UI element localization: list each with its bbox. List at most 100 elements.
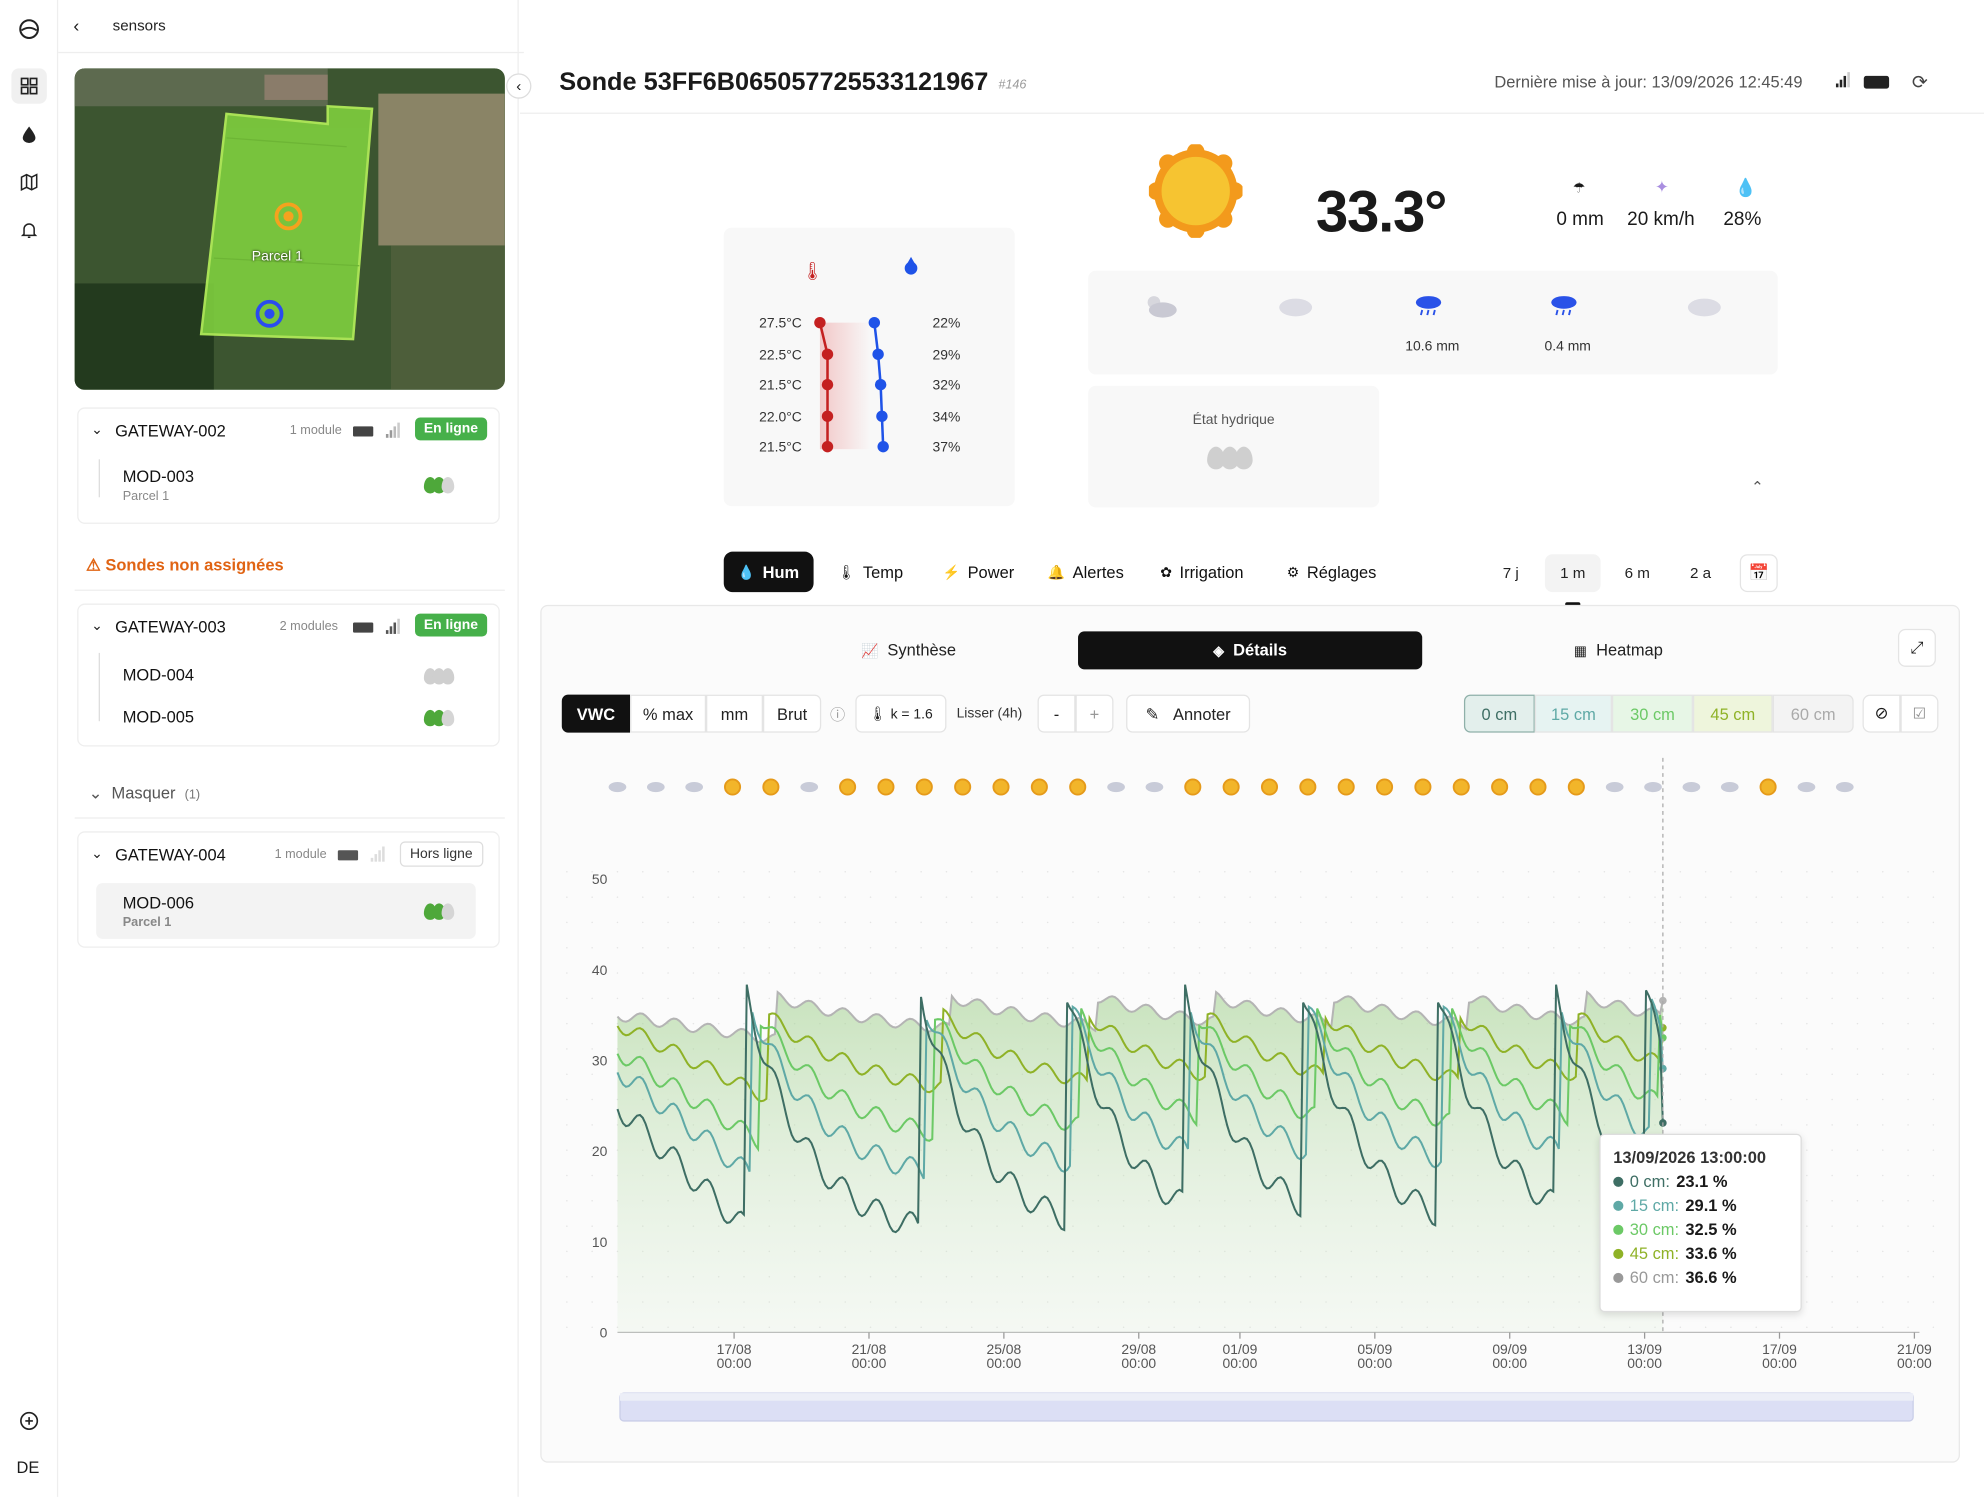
status-badge: En ligne	[415, 417, 487, 441]
tooltip-row: 45 cm: 33.6 %	[1613, 1244, 1788, 1263]
smooth-plus-button[interactable]: +	[1075, 694, 1114, 733]
bell-icon[interactable]	[16, 218, 41, 243]
chevron-up-icon[interactable]: ⌃	[1751, 478, 1764, 496]
chevron-down-icon[interactable]: ⌄	[91, 422, 103, 438]
module-name[interactable]: MOD-006	[122, 893, 195, 913]
gateway-card[interactable]: ⌄ GATEWAY-003 2 modules En ligne MOD-004…	[77, 603, 500, 747]
module-count: 2 modules	[279, 619, 339, 634]
language-button[interactable]: DE	[16, 1457, 40, 1477]
breadcrumb[interactable]: sensors	[112, 16, 166, 35]
tab-alerts[interactable]: 🔔 Alertes	[1034, 552, 1138, 592]
view-heatmap[interactable]: ▦ Heatmap	[1523, 631, 1713, 669]
hide-label: Masquer	[111, 783, 176, 803]
x-tick-label: 00:00	[1223, 1355, 1258, 1371]
depth-toggle[interactable]: 60 cm	[1772, 694, 1854, 733]
series-line-30-cm[interactable]	[616, 1008, 1664, 1153]
period-button[interactable]: 1 m	[1544, 554, 1601, 593]
tooltip-series: 30 cm:	[1629, 1219, 1680, 1239]
dashboard-icon[interactable]	[11, 68, 47, 104]
series-line-45-cm[interactable]	[616, 1007, 1664, 1103]
k-factor-button[interactable]: 🌡 k = 1.6	[855, 694, 947, 733]
series-line-15-cm[interactable]	[616, 998, 1664, 1180]
tab-hum[interactable]: 💧 Hum	[723, 551, 814, 593]
tab-temp[interactable]: 🌡 Temp	[824, 552, 917, 592]
tab-label: Hum	[762, 562, 800, 582]
refresh-icon[interactable]: ⟳	[1911, 72, 1928, 94]
tab-irrigation[interactable]: ✿ Irrigation	[1146, 552, 1257, 592]
collapse-panel-button[interactable]: ‹	[506, 73, 532, 99]
selected-module-row[interactable]	[96, 883, 476, 939]
smooth-minus-button[interactable]: -	[1037, 694, 1076, 733]
view-synthèse[interactable]: 📈 Synthèse	[845, 631, 972, 669]
sun-icon	[954, 778, 972, 796]
period-button[interactable]: 7 j	[1502, 564, 1519, 583]
module-name[interactable]: MOD-003	[122, 466, 195, 486]
checkbox-icon[interactable]: ☑	[1900, 694, 1939, 733]
cloudy-icon	[1277, 294, 1315, 326]
water-drop-icon[interactable]	[16, 121, 41, 146]
view-détails[interactable]: ◈ Détails	[1078, 631, 1423, 670]
chevron-down-icon[interactable]: ⌄	[91, 846, 103, 862]
temp-point	[821, 348, 834, 360]
tab-settings[interactable]: ⚙ Réglages	[1273, 552, 1390, 592]
sun-icon	[1260, 778, 1279, 796]
alerts-icon: 🔔	[1047, 564, 1066, 581]
unit-button[interactable]: Brut	[762, 694, 822, 733]
series-line-60-cm[interactable]	[616, 990, 1664, 1044]
x-tick-label: 05/09	[1357, 1341, 1392, 1357]
partly-cloudy-icon	[1141, 294, 1179, 326]
sensor-marker-icon[interactable]	[255, 299, 284, 328]
unit-button[interactable]: mm	[706, 694, 763, 733]
depth-toggle[interactable]: 30 cm	[1611, 694, 1693, 733]
logo-icon[interactable]	[16, 16, 41, 41]
gateway-card[interactable]: ⌄ GATEWAY-002 1 module En ligne MOD-003 …	[77, 407, 500, 524]
gateway-card[interactable]: ⌄ GATEWAY-004 1 module Hors ligne MOD-00…	[77, 831, 500, 948]
x-tick-label: 00:00	[1762, 1355, 1797, 1371]
chevron-down-icon[interactable]: ⌄	[91, 618, 103, 634]
sensor-marker-icon[interactable]	[274, 202, 303, 231]
x-tick-label: 00:00	[1492, 1355, 1527, 1371]
module-name[interactable]: MOD-005	[122, 707, 195, 727]
sun-icon	[1184, 778, 1202, 796]
hum-label: 37%	[933, 439, 961, 455]
sun-icon	[839, 778, 857, 796]
tab-label: Réglages	[1306, 562, 1377, 582]
annotate-button[interactable]: ✎ Annoter	[1126, 694, 1251, 733]
period-button[interactable]: 2 a	[1690, 564, 1712, 583]
x-tick-label: 29/08	[1121, 1341, 1156, 1357]
soil-profile-chart: 🌡 27.5°C 22% 22.5°C 29% 21.5°C 32% 22.0°C 34% 21.…	[759, 256, 961, 455]
view-icon: ▦	[1573, 644, 1587, 660]
depth-toggle[interactable]: 0 cm	[1463, 694, 1535, 733]
period-button[interactable]: 6 m	[1624, 564, 1650, 583]
hide-series-icon[interactable]: ⊘	[1862, 694, 1901, 733]
hum-label: 34%	[933, 408, 961, 424]
map-icon[interactable]	[16, 170, 41, 195]
calendar-icon[interactable]: 📅	[1739, 554, 1778, 593]
hum-point	[876, 410, 888, 422]
moisture-chart[interactable]: 0102030405017/0800:0021/0800:0025/0800:0…	[542, 745, 1959, 1454]
hum-point	[877, 440, 889, 453]
satellite-map[interactable]: Parcel 1	[74, 68, 505, 390]
back-chevron-icon[interactable]: ‹	[73, 15, 80, 36]
expand-icon[interactable]: ⤢	[1897, 628, 1936, 667]
tooltip-value: 23.1 %	[1676, 1171, 1728, 1191]
unassigned-label: Sondes non assignées	[105, 555, 284, 575]
x-tick-label: 00:00	[1897, 1355, 1932, 1371]
x-tick-label: 13/09	[1627, 1341, 1662, 1357]
warning-icon: ⚠	[86, 555, 101, 575]
unit-button[interactable]: % max	[630, 694, 707, 733]
hum-label: 29%	[933, 346, 961, 362]
depth-toggle[interactable]: 45 cm	[1692, 694, 1773, 733]
info-icon[interactable]: ⓘ	[830, 706, 846, 724]
unit-button[interactable]: VWC	[561, 694, 631, 733]
hum-point	[872, 348, 884, 360]
tooltip-row: 60 cm: 36.6 %	[1613, 1268, 1788, 1287]
temp-point	[821, 378, 834, 391]
module-name[interactable]: MOD-004	[122, 665, 195, 685]
depth-toggle[interactable]: 15 cm	[1534, 694, 1612, 733]
tab-power[interactable]: ⚡ Power	[929, 552, 1028, 592]
parcel-label: Parcel 1	[251, 249, 303, 265]
add-circle-icon[interactable]	[16, 1408, 41, 1433]
hide-toggle[interactable]: ⌄ Masquer (1)	[89, 783, 201, 803]
series-line-0-cm[interactable]	[616, 984, 1664, 1234]
